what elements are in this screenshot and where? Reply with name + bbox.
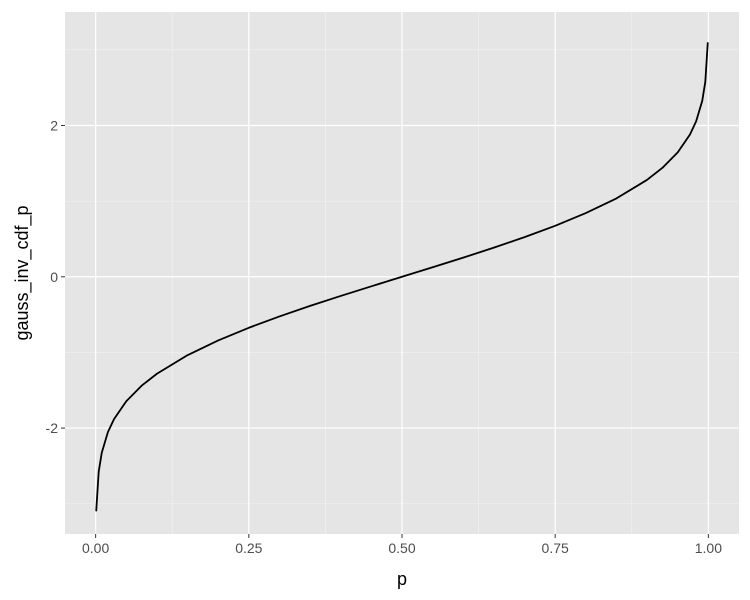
- y-tick-label: -2: [46, 420, 59, 436]
- x-axis-title: p: [397, 569, 407, 589]
- x-tick-label: 1.00: [695, 540, 722, 556]
- y-axis-title: gauss_inv_cdf_p: [12, 205, 33, 340]
- x-tick-label: 0.25: [235, 540, 262, 556]
- series-line: [95, 42, 709, 512]
- x-tick-label: 0.75: [542, 540, 569, 556]
- x-tick-label: 0.00: [82, 540, 109, 556]
- x-tick-label: 0.50: [388, 540, 415, 556]
- y-tick-label: 0: [50, 269, 58, 285]
- x-axis: 0.00 0.25 0.50 0.75 1.00: [82, 534, 722, 556]
- y-tick-label: 2: [50, 117, 58, 133]
- y-axis: -2 0 2: [46, 117, 65, 436]
- series-layer: [95, 42, 709, 512]
